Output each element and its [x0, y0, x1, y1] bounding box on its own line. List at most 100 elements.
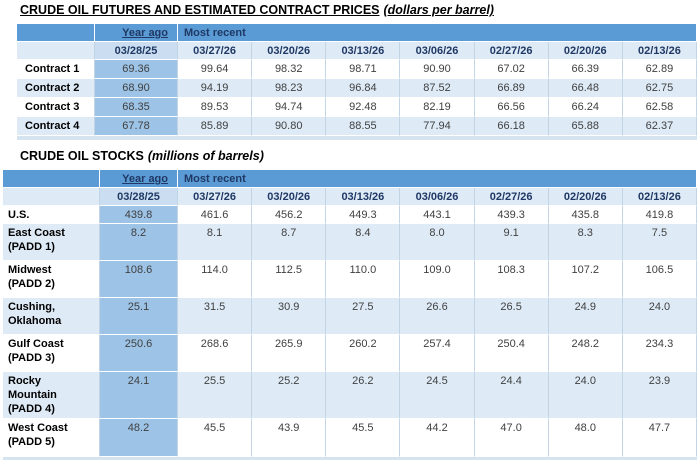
futures-table: Year ago Most recent 03/28/25 03/27/26 03/20…	[17, 24, 697, 140]
year-ago-date-cell: 03/28/25	[100, 188, 178, 206]
value-cell: 48.0	[548, 419, 623, 457]
value-cell: 45.5	[326, 419, 401, 457]
value-cell: 45.5	[178, 419, 253, 457]
futures-table-title: CRUDE OIL FUTURES AND ESTIMATED CONTRACT…	[20, 3, 494, 17]
value-cell: 47.0	[474, 419, 549, 457]
value-cell: 8.3	[548, 224, 623, 261]
date-header-cell: 02/20/26	[548, 188, 623, 206]
value-cell: 257.4	[400, 335, 475, 372]
value-cell: 108.3	[474, 261, 549, 298]
value-cell: 234.3	[622, 335, 697, 372]
row-label: Contract 3	[17, 98, 95, 117]
value-cell: 62.89	[622, 60, 697, 79]
row-label: Contract 4	[17, 117, 95, 136]
futures-title-note: (dollars per barrel)	[383, 3, 494, 17]
value-cell: 30.9	[252, 298, 327, 335]
value-cell: 96.84	[326, 79, 401, 98]
value-cell: 87.52	[400, 79, 475, 98]
value-cell: 26.6	[400, 298, 475, 335]
value-cell: 27.5	[326, 298, 401, 335]
stocks-table-title: CRUDE OIL STOCKS (millions of barrels)	[20, 149, 264, 163]
value-cell: 90.90	[400, 60, 475, 79]
value-cell: 8.1	[178, 224, 253, 261]
value-cell: 44.2	[400, 419, 475, 457]
date-header-cell: 02/27/26	[474, 188, 549, 206]
table-bottom-border	[17, 136, 697, 140]
value-cell: 66.24	[548, 98, 623, 117]
year-ago-value-cell: 68.90	[95, 79, 178, 98]
row-label: U.S.	[3, 206, 100, 224]
value-cell: 62.58	[622, 98, 697, 117]
header-corner-cell	[17, 24, 95, 42]
year-ago-value-cell: 439.8	[100, 206, 178, 224]
header-empty-cell	[17, 42, 95, 60]
value-cell: 106.5	[622, 261, 697, 298]
value-cell: 85.89	[178, 117, 253, 136]
value-cell: 248.2	[548, 335, 623, 372]
row-label: Cushing, Oklahoma	[3, 298, 100, 335]
value-cell: 109.0	[400, 261, 475, 298]
value-cell: 24.0	[622, 298, 697, 335]
value-cell: 90.80	[252, 117, 327, 136]
value-cell: 98.32	[252, 60, 327, 79]
year-ago-group-header: Year ago	[100, 170, 178, 188]
date-header-cell: 02/27/26	[474, 42, 549, 60]
value-cell: 110.0	[326, 261, 401, 298]
header-empty-cell	[3, 188, 100, 206]
row-label: East Coast (PADD 1)	[3, 224, 100, 261]
date-header-cell: 02/20/26	[548, 42, 623, 60]
value-cell: 98.23	[252, 79, 327, 98]
most-recent-group-header: Most recent	[178, 170, 697, 188]
value-cell: 461.6	[178, 206, 253, 224]
value-cell: 419.8	[622, 206, 697, 224]
year-ago-value-cell: 69.36	[95, 60, 178, 79]
value-cell: 67.02	[474, 60, 549, 79]
value-cell: 89.53	[178, 98, 253, 117]
row-label: Contract 2	[17, 79, 95, 98]
row-label: Midwest (PADD 2)	[3, 261, 100, 298]
stocks-title-note: (millions of barrels)	[147, 149, 264, 163]
date-header-cell: 02/13/26	[622, 42, 697, 60]
row-label: West Coast (PADD 5)	[3, 419, 100, 457]
header-corner-cell	[3, 170, 100, 188]
value-cell: 77.94	[400, 117, 475, 136]
year-ago-group-label: Year ago	[122, 27, 168, 39]
value-cell: 435.8	[548, 206, 623, 224]
value-cell: 66.39	[548, 60, 623, 79]
year-ago-group-header: Year ago	[95, 24, 178, 42]
value-cell: 439.3	[474, 206, 549, 224]
year-ago-value-cell: 68.35	[95, 98, 178, 117]
value-cell: 25.2	[252, 372, 327, 419]
most-recent-group-header: Most recent	[178, 24, 697, 42]
date-header-cell: 03/06/26	[400, 42, 475, 60]
value-cell: 26.5	[474, 298, 549, 335]
date-header-cell: 03/13/26	[326, 42, 401, 60]
value-cell: 24.4	[474, 372, 549, 419]
value-cell: 62.75	[622, 79, 697, 98]
year-ago-value-cell: 24.1	[100, 372, 178, 419]
value-cell: 23.9	[622, 372, 697, 419]
year-ago-group-label: Year ago	[122, 173, 168, 185]
value-cell: 66.48	[548, 79, 623, 98]
value-cell: 26.2	[326, 372, 401, 419]
value-cell: 260.2	[326, 335, 401, 372]
stocks-title-text: CRUDE OIL STOCKS	[20, 149, 144, 163]
value-cell: 8.7	[252, 224, 327, 261]
value-cell: 250.4	[474, 335, 549, 372]
value-cell: 114.0	[178, 261, 253, 298]
value-cell: 443.1	[400, 206, 475, 224]
date-header-cell: 03/20/26	[252, 188, 327, 206]
date-header-cell: 03/27/26	[178, 188, 253, 206]
stocks-table: Year ago Most recent 03/28/25 03/27/26 03/20…	[3, 170, 697, 460]
value-cell: 7.5	[622, 224, 697, 261]
value-cell: 8.4	[326, 224, 401, 261]
row-label: Rocky Mountain (PADD 4)	[3, 372, 100, 419]
value-cell: 107.2	[548, 261, 623, 298]
row-label: Contract 1	[17, 60, 95, 79]
date-header-cell: 03/20/26	[252, 42, 327, 60]
date-header-cell: 02/13/26	[622, 188, 697, 206]
value-cell: 9.1	[474, 224, 549, 261]
value-cell: 24.9	[548, 298, 623, 335]
year-ago-value-cell: 108.6	[100, 261, 178, 298]
date-header-cell: 03/06/26	[400, 188, 475, 206]
